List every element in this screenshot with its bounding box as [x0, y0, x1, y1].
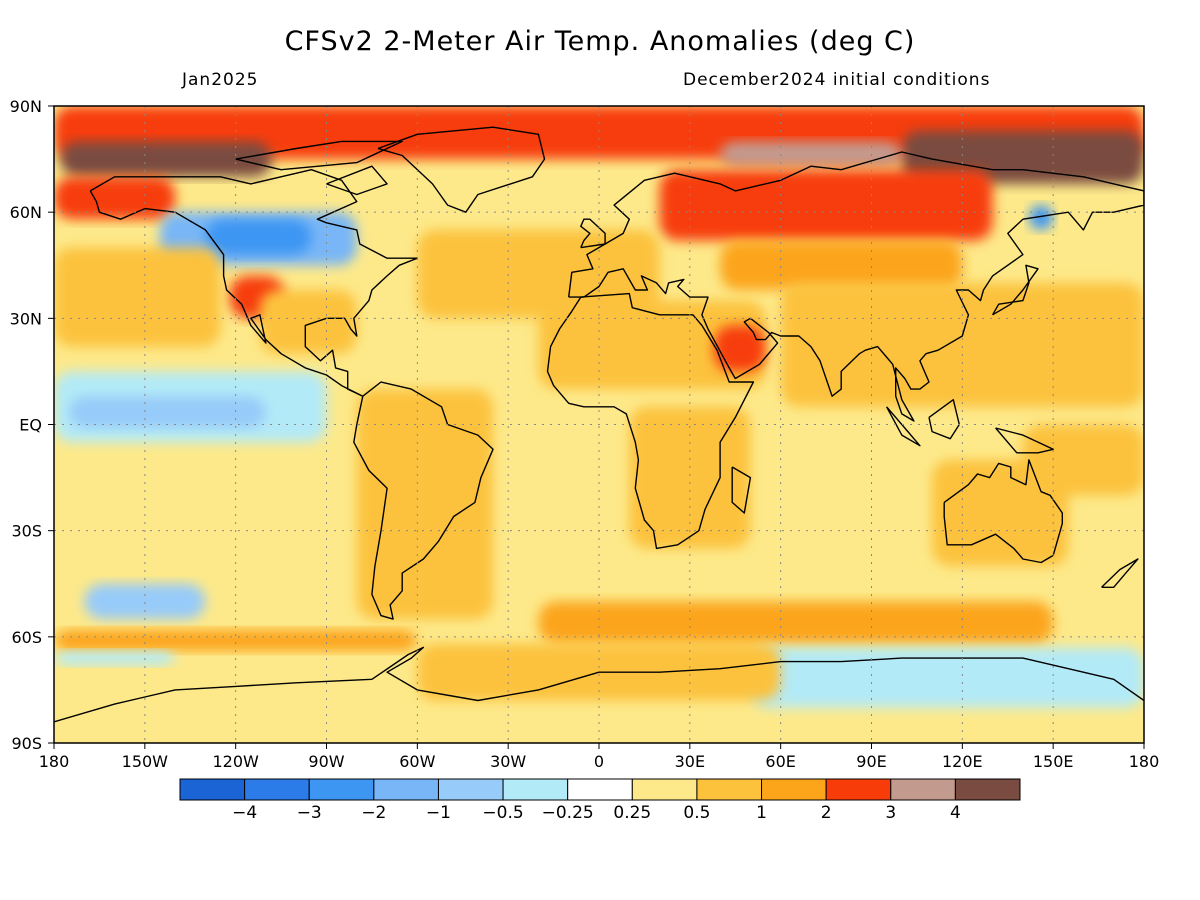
longitude-label: 180: [1129, 752, 1160, 771]
colorbar-swatch: [761, 778, 827, 801]
initial-conditions-label: December2024 initial conditions: [683, 70, 991, 90]
colorbar-swatch: [890, 778, 956, 801]
latitude-label: 30N: [10, 309, 42, 328]
coastline: [995, 427, 1054, 454]
anomaly-region: [659, 169, 993, 241]
coastline: [326, 165, 388, 196]
longitude-label: 60E: [765, 752, 795, 771]
colorbar-swatch: [631, 778, 698, 801]
colorbar-swatch: [954, 778, 1021, 801]
latitude-label: 60N: [10, 203, 42, 222]
anomaly-region: [54, 650, 176, 666]
gridlines: [54, 106, 1144, 743]
anomaly-region: [538, 300, 766, 390]
anomaly-region: [720, 141, 902, 167]
latitude-labels: 90N 60N 30N EQ 30S 60S 90S: [10, 97, 54, 753]
coastline: [885, 406, 921, 447]
coastlines: [54, 126, 1144, 723]
colorbar-swatch: [696, 778, 763, 801]
latitude-label: 90S: [11, 734, 42, 753]
longitude-label: 180: [39, 752, 70, 771]
colorbar-swatch: [825, 778, 892, 801]
longitude-label: 90W: [308, 752, 344, 771]
colorbar-label: 0.5: [683, 803, 710, 823]
anomaly-region: [714, 325, 766, 372]
page-title: CFSv2 2-Meter Air Temp. Anomalies (deg C…: [284, 26, 916, 57]
longitude-label: 30W: [490, 752, 526, 771]
anomaly-region: [60, 141, 272, 177]
colorbar-label: 3: [885, 803, 896, 823]
anomaly-region: [1028, 205, 1054, 230]
coastline: [928, 399, 960, 440]
colorbar-label: 2: [821, 803, 832, 823]
anomaly-region: [54, 629, 418, 651]
anomaly-region: [54, 176, 176, 220]
longitude-label: 150W: [122, 752, 169, 771]
anomaly-region: [259, 290, 357, 354]
coastline: [235, 140, 403, 171]
coastline: [377, 126, 546, 213]
anomaly-region: [1022, 424, 1144, 496]
anomaly-region: [54, 247, 221, 347]
coastline: [89, 168, 418, 397]
longitude-label: 60W: [399, 752, 435, 771]
coastline: [943, 459, 1064, 564]
longitude-label: 0: [594, 752, 604, 771]
colorbar-swatch: [502, 778, 569, 801]
coastline: [1101, 558, 1139, 588]
valid-month-label: Jan2025: [182, 70, 259, 90]
longitude-label: 150E: [1033, 752, 1074, 771]
colorbar: −4 −3 −2 −1 −0.5 −0.25 0.25 0.5 1 2 3 4: [179, 778, 1021, 823]
anomaly-region: [750, 647, 1144, 708]
longitude-labels: 180 150W 120W 90W 60W 30W 0 30E 60E 90E 120E 150E 18…: [39, 743, 1160, 771]
colorbar-label: −2: [361, 803, 386, 823]
latitude-label: EQ: [19, 416, 42, 435]
anomaly-region: [356, 389, 494, 620]
colorbar-swatch: [244, 778, 310, 801]
latitude-label: 90N: [10, 97, 42, 116]
anomaly-region: [84, 583, 206, 620]
colorbar-label: 0.25: [613, 803, 651, 823]
coastline: [991, 264, 1039, 316]
coastline: [568, 151, 1144, 422]
longitude-label: 30E: [675, 752, 705, 771]
anomaly-region: [780, 282, 1144, 407]
colorbar-label: −4: [232, 803, 257, 823]
colorbar-swatch: [437, 778, 504, 801]
anomaly-region: [69, 396, 266, 429]
anomaly-region: [538, 601, 1054, 644]
colorbar-label: 1: [756, 803, 767, 823]
coastline: [731, 466, 752, 514]
colorbar-swatch: [308, 778, 375, 801]
latitude-label: 60S: [11, 628, 42, 647]
colorbar-label: −0.5: [482, 803, 523, 823]
anomaly-region: [205, 219, 312, 255]
colorbar-swatch: [567, 778, 633, 801]
colorbar-swatch: [373, 778, 439, 801]
colorbar-label: −0.25: [542, 803, 594, 823]
coastline: [580, 218, 606, 249]
colorbar-label: −1: [426, 803, 451, 823]
latitude-label: 30S: [11, 522, 42, 541]
colorbar-label: 4: [950, 803, 961, 823]
longitude-label: 90E: [856, 752, 886, 771]
coastline: [546, 292, 755, 550]
colorbar-swatch: [179, 778, 246, 801]
colorbar-label: −3: [297, 803, 322, 823]
longitude-label: 120W: [212, 752, 259, 771]
anomaly-region: [720, 240, 963, 291]
longitude-label: 120E: [942, 752, 983, 771]
